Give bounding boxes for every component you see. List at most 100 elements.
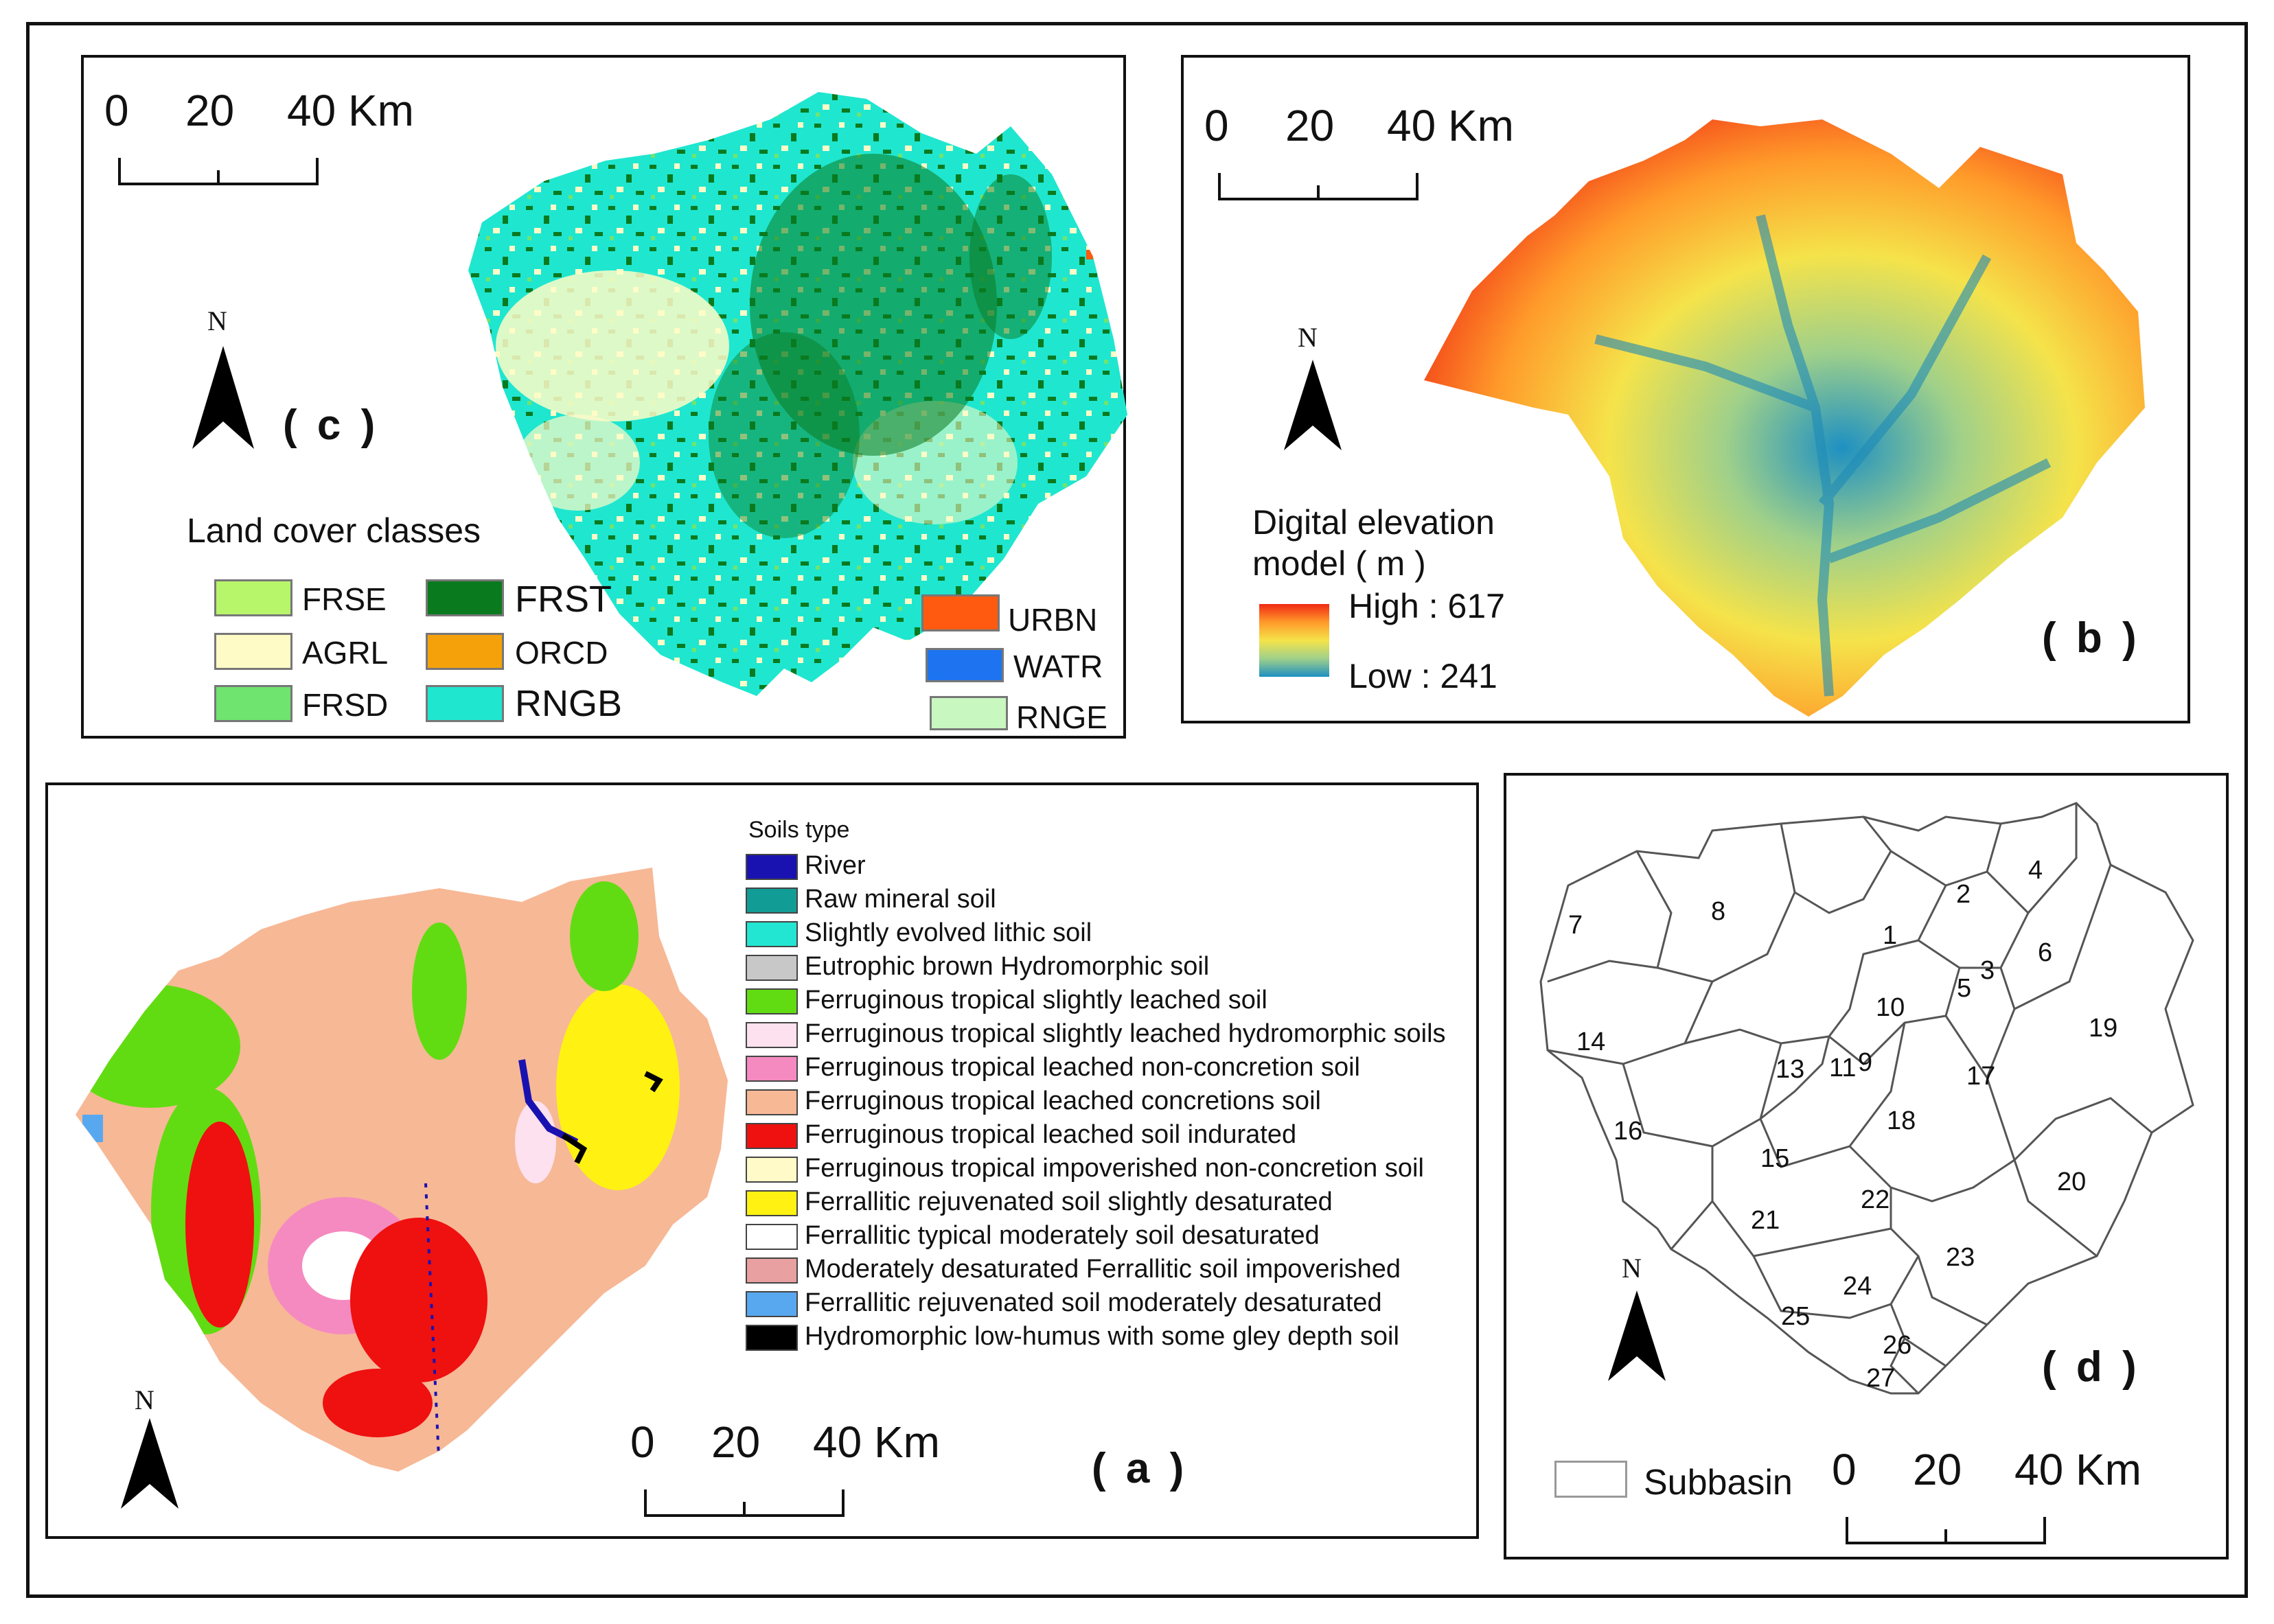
- subbasin-label-16: 16: [1613, 1117, 1642, 1146]
- soil-swatch: [746, 1123, 798, 1149]
- subbasin-label-14: 14: [1576, 1028, 1605, 1056]
- scale-bar: 0 20 40 Km: [1204, 100, 1514, 210]
- subbasin-panel: 1 2 4 5 3 6 7 8 10 11 9 13 14 15 16 17 1…: [1504, 773, 2229, 1559]
- soil-swatch: [746, 1022, 798, 1048]
- subbasin-label-15: 15: [1760, 1144, 1789, 1173]
- soil-swatch: [746, 1257, 798, 1284]
- soil-swatch: [746, 854, 798, 880]
- subbasin-label-9: 9: [1858, 1048, 1872, 1077]
- legend-label-rngb: RNGB: [515, 683, 623, 724]
- dem-legend-title-line2: model ( m ): [1252, 544, 1426, 583]
- subbasin-label-13: 13: [1776, 1055, 1804, 1084]
- scale-label-20: 20: [711, 1417, 761, 1467]
- legend-swatch-frst: [426, 579, 504, 616]
- scale-bar: 0 20 40 Km: [1832, 1444, 2141, 1554]
- north-arrow: N: [1603, 1252, 1671, 1403]
- subbasin-label-7: 7: [1568, 911, 1583, 940]
- north-arrow-icon: [1608, 1290, 1666, 1381]
- subbasin-label-20: 20: [2057, 1168, 2086, 1196]
- subbasin-label-2: 2: [1956, 880, 1971, 909]
- soil-swatch: [746, 1190, 798, 1216]
- legend-swatch-rnge: [930, 696, 1008, 730]
- dem-panel: 0 20 40 Km N Digital elevation model ( m…: [1181, 55, 2190, 723]
- figure-frame: [26, 22, 2248, 1598]
- soils-legend: River Raw mineral soil Slightly evolved …: [746, 851, 1473, 1359]
- soils-map: [76, 868, 728, 1472]
- legend-label-urbn: URBN: [1008, 602, 1098, 638]
- soil-label: Hydromorphic low-humus with some gley de…: [805, 1322, 1399, 1351]
- land-cover-panel: 0 20 40 Km N ( c ) Land cover classes FR…: [81, 55, 1127, 739]
- soils-legend-title: Soils type: [748, 817, 850, 843]
- subbasin-label-19: 19: [2089, 1014, 2117, 1043]
- scale-label-20: 20: [1913, 1445, 1962, 1494]
- subbasin-label-10: 10: [1876, 993, 1905, 1022]
- scale-label-40: 40 Km: [287, 86, 414, 135]
- scale-line: [1846, 1517, 2046, 1544]
- soil-label: Ferruginous tropical impoverished non-co…: [805, 1154, 1424, 1183]
- north-arrow: N: [1278, 321, 1347, 472]
- dem-color-ramp: [1259, 604, 1329, 677]
- subbasin-legend-label: Subbasin: [1644, 1463, 1793, 1503]
- subbasin-map: 1 2 4 5 3 6 7 8 10 11 9 13 14 15 16 17 1…: [1539, 802, 2194, 1395]
- scale-label-0: 0: [104, 86, 129, 135]
- subbasin-label-3: 3: [1980, 956, 1995, 985]
- legend-label-orcd: ORCD: [515, 635, 608, 671]
- scale-line: [118, 158, 319, 185]
- scale-label-0: 0: [1204, 101, 1229, 150]
- scale-label-40: 40 Km: [2014, 1445, 2141, 1494]
- scale-line: [1218, 173, 1419, 200]
- subbasin-label-24: 24: [1843, 1272, 1872, 1301]
- north-arrow-icon: [192, 346, 254, 449]
- subbasin-label-11: 11: [1829, 1054, 1856, 1082]
- legend-swatch-agrl: [214, 633, 292, 670]
- subbasin-label-8: 8: [1711, 897, 1725, 926]
- north-arrow: N: [115, 1384, 184, 1521]
- soil-label: Ferrallitic rejuvenated soil moderately …: [805, 1288, 1382, 1317]
- subbasin-label-23: 23: [1946, 1243, 1975, 1272]
- scale-label-0: 0: [1832, 1445, 1857, 1494]
- soil-swatch: [746, 921, 798, 947]
- scale-label-40: 40 Km: [813, 1417, 940, 1467]
- legend-label-frst: FRST: [515, 579, 612, 620]
- dem-map: [1424, 119, 2145, 717]
- soil-label: River: [805, 851, 866, 880]
- legend-swatch-watr: [926, 648, 1004, 682]
- soil-swatch: [746, 955, 798, 981]
- soil-swatch: [746, 988, 798, 1014]
- soil-label: Eutrophic brown Hydromorphic soil: [805, 952, 1210, 981]
- scale-bar: 0 20 40 Km: [104, 85, 414, 195]
- soil-label: Ferruginous tropical slightly leached so…: [805, 986, 1267, 1014]
- subbasin-label-25: 25: [1781, 1302, 1810, 1331]
- land-cover-map: [468, 92, 1127, 696]
- subbasin-label-1: 1: [1883, 921, 1897, 950]
- legend-swatch-frse: [214, 579, 292, 616]
- subbasin-label-22: 22: [1861, 1185, 1890, 1214]
- panel-label-c: ( c ): [283, 402, 380, 449]
- scale-line: [644, 1489, 845, 1517]
- north-label: N: [135, 1384, 154, 1415]
- soil-label: Ferruginous tropical leached soil indura…: [805, 1120, 1297, 1149]
- panel-label-b: ( b ): [2042, 614, 2141, 662]
- dem-low-label: Low : 241: [1348, 657, 1497, 695]
- legend-label-watr: WATR: [1013, 649, 1103, 684]
- subbasin-legend-swatch: [1554, 1461, 1627, 1498]
- north-label: N: [1298, 322, 1318, 353]
- legend-label-agrl: AGRL: [302, 635, 389, 671]
- soil-label: Ferruginous tropical leached concretions…: [805, 1087, 1321, 1115]
- soils-panel: N 0 20 40 Km ( a ) Soils type River Raw …: [45, 782, 1479, 1539]
- legend-swatch-rngb: [426, 685, 504, 722]
- scale-bar: 0 20 40 Km: [630, 1417, 940, 1527]
- legend-swatch-frsd: [214, 685, 292, 722]
- soil-label: Raw mineral soil: [805, 885, 996, 914]
- soil-label: Ferruginous tropical slightly leached hy…: [805, 1019, 1446, 1048]
- scale-label-0: 0: [630, 1417, 655, 1467]
- soil-label: Slightly evolved lithic soil: [805, 918, 1092, 947]
- north-arrow: N: [185, 305, 261, 469]
- soil-swatch: [746, 888, 798, 914]
- subbasin-label-6: 6: [2038, 938, 2052, 967]
- north-arrow-icon: [1284, 360, 1342, 450]
- dem-high-label: High : 617: [1348, 587, 1505, 625]
- land-cover-legend-title: Land cover classes: [187, 511, 481, 550]
- legend-label-rnge: RNGE: [1016, 699, 1107, 735]
- panel-label-d: ( d ): [2042, 1343, 2141, 1391]
